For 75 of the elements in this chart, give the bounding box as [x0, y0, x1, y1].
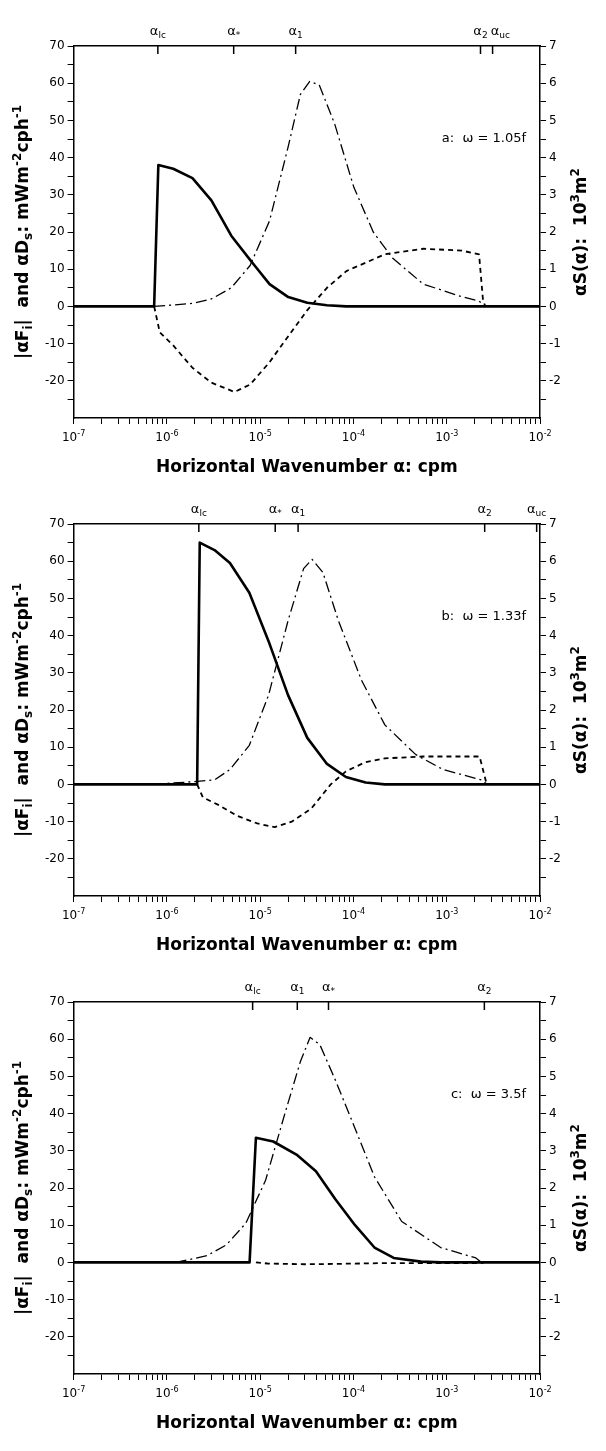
y2-tick-label: 4 — [549, 627, 557, 642]
y-tick-label: -10 — [44, 335, 65, 350]
y-tick-label: 60 — [49, 75, 65, 90]
y-tick-label: 50 — [49, 590, 65, 605]
y2-tick-label: 7 — [549, 994, 557, 1009]
y2-tick-label: 0 — [549, 298, 557, 313]
y-tick-label: 40 — [49, 1105, 65, 1120]
y2-tick-label: 7 — [549, 516, 557, 531]
y-tick-label: 10 — [49, 1217, 65, 1232]
y-tick-label: 20 — [49, 224, 65, 239]
y-tick-label: 50 — [49, 112, 65, 127]
y2-tick-label: -2 — [549, 372, 561, 387]
y2-tick-label: 5 — [549, 1068, 557, 1083]
x-axis-title: Horizontal Wavenumber α: cpm — [156, 1412, 458, 1433]
y2-tick-label: 5 — [549, 112, 557, 127]
y2-tick-label: 5 — [549, 590, 557, 605]
y-tick-label: 40 — [49, 149, 65, 164]
y-tick-label: -20 — [44, 372, 65, 387]
y2-tick-label: 6 — [549, 75, 557, 90]
y2-tick-label: -2 — [549, 1328, 561, 1343]
ref-line-label: α* — [227, 23, 241, 41]
y-tick-label: 20 — [49, 1180, 65, 1195]
y2-tick-label: -1 — [549, 1291, 561, 1306]
y-tick-label: -10 — [44, 1291, 65, 1306]
y-tick-label: 60 — [49, 553, 65, 568]
y2-axis-title: αS(α): 103m2 — [567, 1124, 591, 1252]
y2-tick-label: 0 — [549, 776, 557, 791]
y-axis-title: |αFi| and αDs: mWm-2cph-1 — [9, 104, 36, 360]
annotation: c: ω = 3.5f — [450, 1086, 527, 1102]
y-tick-label: 70 — [49, 994, 65, 1009]
y-tick-label: 30 — [49, 1142, 65, 1157]
y2-tick-label: 1 — [549, 261, 557, 276]
y-tick-label: 0 — [56, 1254, 65, 1269]
y-tick-label: 10 — [49, 739, 65, 754]
annotation: a: ω = 1.05f — [441, 130, 527, 146]
annotation: b: ω = 1.33f — [441, 608, 527, 624]
x-axis-title: Horizontal Wavenumber α: cpm — [156, 934, 458, 955]
x-axis-title: Horizontal Wavenumber α: cpm — [156, 456, 458, 477]
y-tick-label: 70 — [49, 38, 65, 53]
y-tick-label: 20 — [49, 702, 65, 717]
y-tick-label: 0 — [56, 776, 65, 791]
y2-tick-label: -2 — [549, 850, 561, 865]
y2-tick-label: -1 — [549, 335, 561, 350]
y2-tick-label: -1 — [549, 813, 561, 828]
y2-tick-label: 1 — [549, 1217, 557, 1232]
y-tick-label: 60 — [49, 1031, 65, 1046]
y2-tick-label: 7 — [549, 38, 557, 53]
y2-tick-label: 6 — [549, 553, 557, 568]
y-axis-title: |αFi| and αDs: mWm-2cph-1 — [9, 1060, 36, 1316]
y2-tick-label: 3 — [549, 186, 557, 201]
y2-tick-label: 1 — [549, 739, 557, 754]
y2-tick-label: 3 — [549, 1142, 557, 1157]
y2-tick-label: 2 — [549, 702, 557, 717]
y2-tick-label: 0 — [549, 1254, 557, 1269]
y-tick-label: 50 — [49, 1068, 65, 1083]
y2-tick-label: 3 — [549, 664, 557, 679]
y2-tick-label: 4 — [549, 1105, 557, 1120]
y-tick-label: 0 — [56, 298, 65, 313]
y-tick-label: -20 — [44, 1328, 65, 1343]
y2-tick-label: 2 — [549, 224, 557, 239]
y2-tick-label: 4 — [549, 149, 557, 164]
y-axis-title: |αFi| and αDs: mWm-2cph-1 — [9, 582, 36, 838]
y-tick-label: -10 — [44, 813, 65, 828]
ref-line-label: α* — [321, 979, 336, 997]
y2-tick-label: 6 — [549, 1031, 557, 1046]
y-tick-label: 30 — [49, 186, 65, 201]
y-tick-label: -20 — [44, 850, 65, 865]
y2-axis-title: αS(α): 103m2 — [567, 646, 591, 774]
y-tick-label: 30 — [49, 664, 65, 679]
ref-line-label: α* — [268, 501, 283, 519]
y2-tick-label: 2 — [549, 1180, 557, 1195]
y2-axis-title: αS(α): 103m2 — [567, 168, 591, 296]
y-tick-label: 70 — [49, 516, 65, 531]
y-tick-label: 40 — [49, 627, 65, 642]
y-tick-label: 10 — [49, 261, 65, 276]
